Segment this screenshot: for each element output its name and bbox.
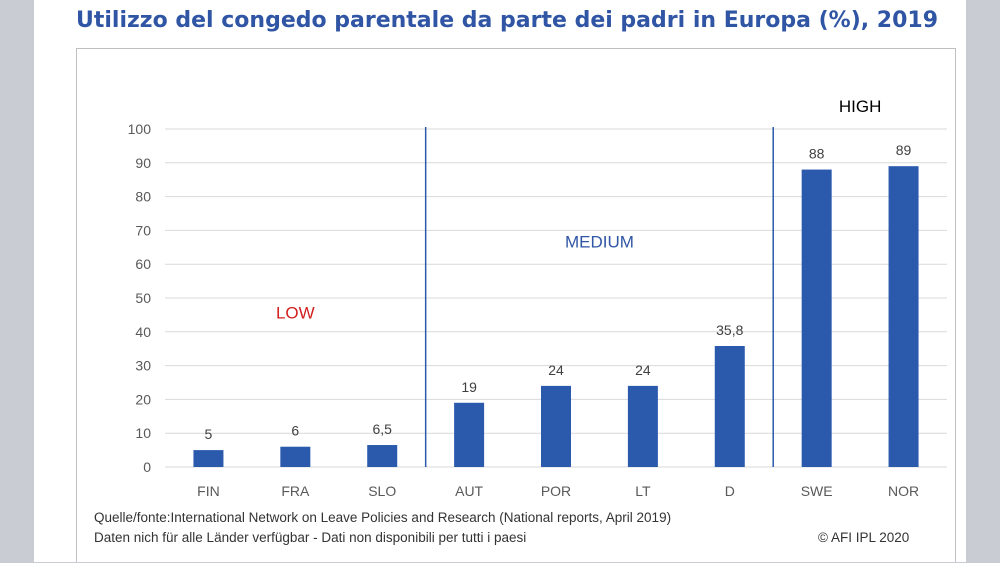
group-label-low: LOW xyxy=(276,303,315,322)
bar xyxy=(280,446,311,467)
bar xyxy=(367,445,398,467)
data-label: 88 xyxy=(809,146,825,162)
x-tick-label: FIN xyxy=(197,483,220,499)
bar xyxy=(714,345,745,467)
bar xyxy=(888,166,919,467)
chart-frame: 0 10 20 30 40 50 60 70 80 90 100 5 FIN 6 FRA 6,5 SLO 19 AU… xyxy=(76,48,956,562)
data-label: 24 xyxy=(548,362,564,378)
y-tick-label: 100 xyxy=(128,121,152,137)
page: Utilizzo del congedo parentale da parte … xyxy=(34,0,966,562)
page-title: Utilizzo del congedo parentale da parte … xyxy=(76,8,938,33)
bar xyxy=(627,385,658,467)
copyright-note: © AFI IPL 2020 xyxy=(818,530,910,545)
bar xyxy=(454,402,485,467)
bar-chart: 0 10 20 30 40 50 60 70 80 90 100 5 FIN 6 FRA 6,5 SLO 19 AU… xyxy=(128,97,947,499)
x-tick-label: D xyxy=(725,483,735,499)
y-tick-label: 90 xyxy=(135,155,151,171)
bar xyxy=(541,385,571,467)
x-tick-label: NOR xyxy=(888,483,919,499)
y-tick-label: 50 xyxy=(135,290,151,306)
data-label: 19 xyxy=(461,379,477,395)
bar xyxy=(193,450,224,467)
x-tick-label: AUT xyxy=(455,483,483,499)
data-label: 35,8 xyxy=(716,322,743,338)
x-tick-label: SWE xyxy=(801,483,833,499)
data-label: 89 xyxy=(896,142,912,158)
y-tick-label: 70 xyxy=(135,222,151,238)
bar xyxy=(801,169,832,467)
source-note: Quelle/fonte:International Network on Le… xyxy=(94,510,672,525)
y-tick-label: 40 xyxy=(135,324,151,340)
y-tick-label: 60 xyxy=(135,256,151,272)
x-tick-label: LT xyxy=(635,483,651,499)
y-tick-label: 10 xyxy=(135,425,151,441)
x-tick-label: FRA xyxy=(281,483,310,499)
y-tick-label: 0 xyxy=(143,459,151,475)
data-label: 24 xyxy=(635,362,651,378)
x-tick-label: SLO xyxy=(368,483,396,499)
data-label: 5 xyxy=(205,426,213,442)
x-tick-label: POR xyxy=(541,483,571,499)
data-label: 6 xyxy=(291,423,299,439)
group-label-high: HIGH xyxy=(839,97,882,116)
y-tick-label: 20 xyxy=(135,391,151,407)
availability-note: Daten nich für alle Länder verfügbar - D… xyxy=(94,530,527,545)
y-tick-label: 30 xyxy=(135,358,151,374)
group-label-medium: MEDIUM xyxy=(565,232,634,251)
y-tick-label: 80 xyxy=(135,189,151,205)
data-label: 6,5 xyxy=(372,421,392,437)
